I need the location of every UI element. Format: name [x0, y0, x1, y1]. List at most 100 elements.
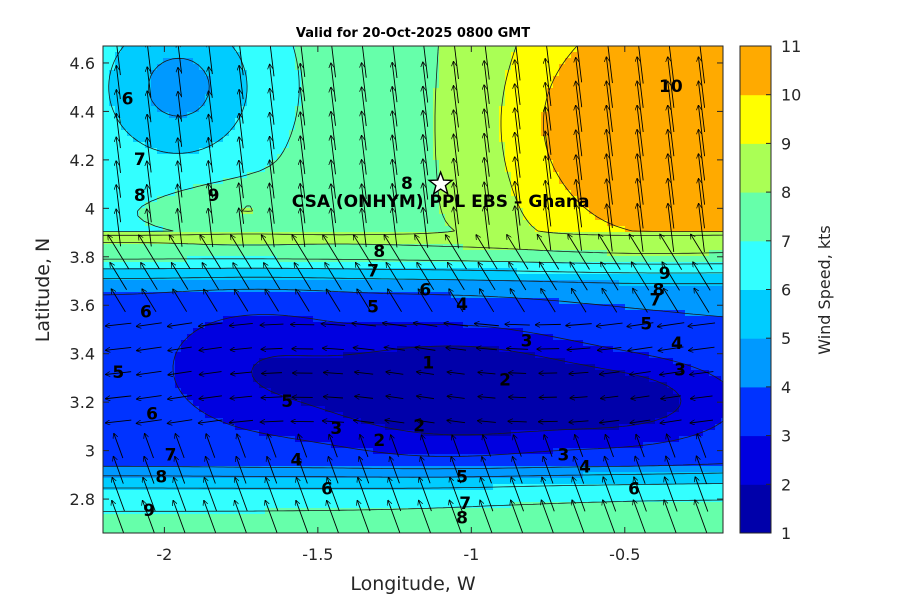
field-cell: [139, 376, 146, 383]
field-cell: [343, 94, 350, 101]
field-cell: [247, 70, 254, 77]
field-cell: [355, 214, 362, 221]
field-cell: [253, 130, 260, 137]
field-cell: [199, 52, 206, 59]
field-cell: [379, 100, 386, 107]
field-cell: [415, 472, 422, 479]
field-cell: [457, 358, 464, 365]
field-cell: [253, 256, 260, 263]
field-cell: [403, 214, 410, 221]
field-cell: [121, 286, 128, 293]
field-cell: [361, 352, 368, 359]
field-cell: [409, 418, 416, 425]
field-cell: [379, 58, 386, 65]
field-cell: [283, 454, 290, 461]
field-cell: [217, 172, 224, 179]
field-cell: [343, 268, 350, 275]
field-cell: [331, 94, 338, 101]
field-cell: [235, 196, 242, 203]
field-cell: [421, 58, 428, 65]
field-cell: [403, 448, 410, 455]
field-cell: [433, 484, 440, 491]
field-cell: [211, 106, 218, 113]
field-cell: [247, 190, 254, 197]
field-cell: [439, 334, 446, 341]
field-cell: [325, 298, 332, 305]
field-cell: [211, 58, 218, 65]
field-cell: [157, 466, 164, 473]
field-cell: [175, 106, 182, 113]
field-cell: [259, 448, 266, 455]
field-cell: [355, 76, 362, 83]
field-cell: [343, 274, 350, 281]
field-cell: [133, 364, 140, 371]
field-cell: [343, 58, 350, 65]
field-cell: [229, 496, 236, 503]
field-cell: [445, 358, 452, 365]
field-cell: [151, 400, 158, 407]
field-cell: [259, 304, 266, 311]
field-cell: [409, 376, 416, 383]
field-cell: [403, 490, 410, 497]
field-cell: [151, 58, 158, 65]
field-cell: [319, 454, 326, 461]
field-cell: [193, 310, 200, 317]
field-cell: [247, 340, 254, 347]
field-cell: [379, 244, 386, 251]
field-cell: [103, 526, 110, 533]
field-cell: [271, 172, 278, 179]
field-cell: [169, 418, 176, 425]
field-cell: [127, 124, 134, 131]
field-cell: [127, 58, 134, 65]
field-cell: [157, 112, 164, 119]
field-cell: [445, 208, 452, 215]
field-cell: [295, 424, 302, 431]
field-cell: [379, 466, 386, 473]
field-cell: [193, 304, 200, 311]
field-cell: [367, 46, 374, 53]
field-cell: [277, 316, 284, 323]
field-cell: [397, 106, 404, 113]
field-cell: [355, 166, 362, 173]
field-cell: [409, 190, 416, 197]
field-cell: [433, 292, 440, 299]
field-cell: [403, 520, 410, 527]
field-cell: [259, 52, 266, 59]
field-cell: [403, 136, 410, 143]
field-cell: [175, 58, 182, 65]
field-cell: [421, 262, 428, 269]
field-cell: [187, 442, 194, 449]
field-cell: [403, 310, 410, 317]
field-cell: [103, 310, 110, 317]
field-cell: [271, 106, 278, 113]
field-cell: [241, 328, 248, 335]
field-cell: [349, 274, 356, 281]
field-cell: [385, 190, 392, 197]
field-cell: [259, 364, 266, 371]
field-cell: [259, 298, 266, 305]
field-cell: [295, 52, 302, 59]
field-cell: [169, 526, 176, 533]
field-cell: [313, 436, 320, 443]
field-cell: [193, 52, 200, 59]
field-cell: [301, 100, 308, 107]
field-cell: [289, 334, 296, 341]
field-cell: [247, 346, 254, 353]
field-cell: [367, 160, 374, 167]
field-cell: [259, 520, 266, 527]
field-cell: [379, 286, 386, 293]
field-cell: [397, 64, 404, 71]
field-cell: [337, 292, 344, 299]
field-cell: [169, 334, 176, 341]
field-cell: [337, 268, 344, 275]
field-cell: [457, 202, 464, 209]
field-cell: [175, 178, 182, 185]
field-cell: [301, 124, 308, 131]
field-cell: [391, 58, 398, 65]
field-cell: [109, 448, 116, 455]
field-cell: [409, 268, 416, 275]
field-cell: [205, 304, 212, 311]
field-cell: [247, 268, 254, 275]
field-cell: [259, 76, 266, 83]
field-cell: [241, 388, 248, 395]
